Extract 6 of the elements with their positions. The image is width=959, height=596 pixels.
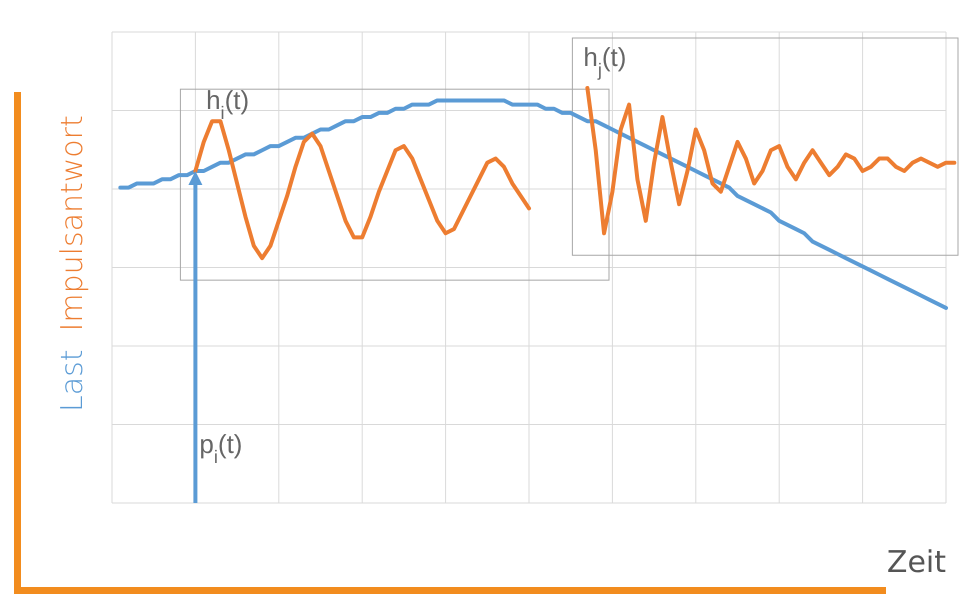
x-axis-title: Zeit — [886, 545, 946, 580]
annotation: h$_{i}$(t) — [206, 85, 250, 124]
annotation: p$_{i}$(t) — [199, 429, 242, 468]
text: Last — [55, 350, 90, 412]
text: h$_{j}$(t) — [583, 42, 626, 80]
text: Impulsantwort — [55, 115, 90, 332]
